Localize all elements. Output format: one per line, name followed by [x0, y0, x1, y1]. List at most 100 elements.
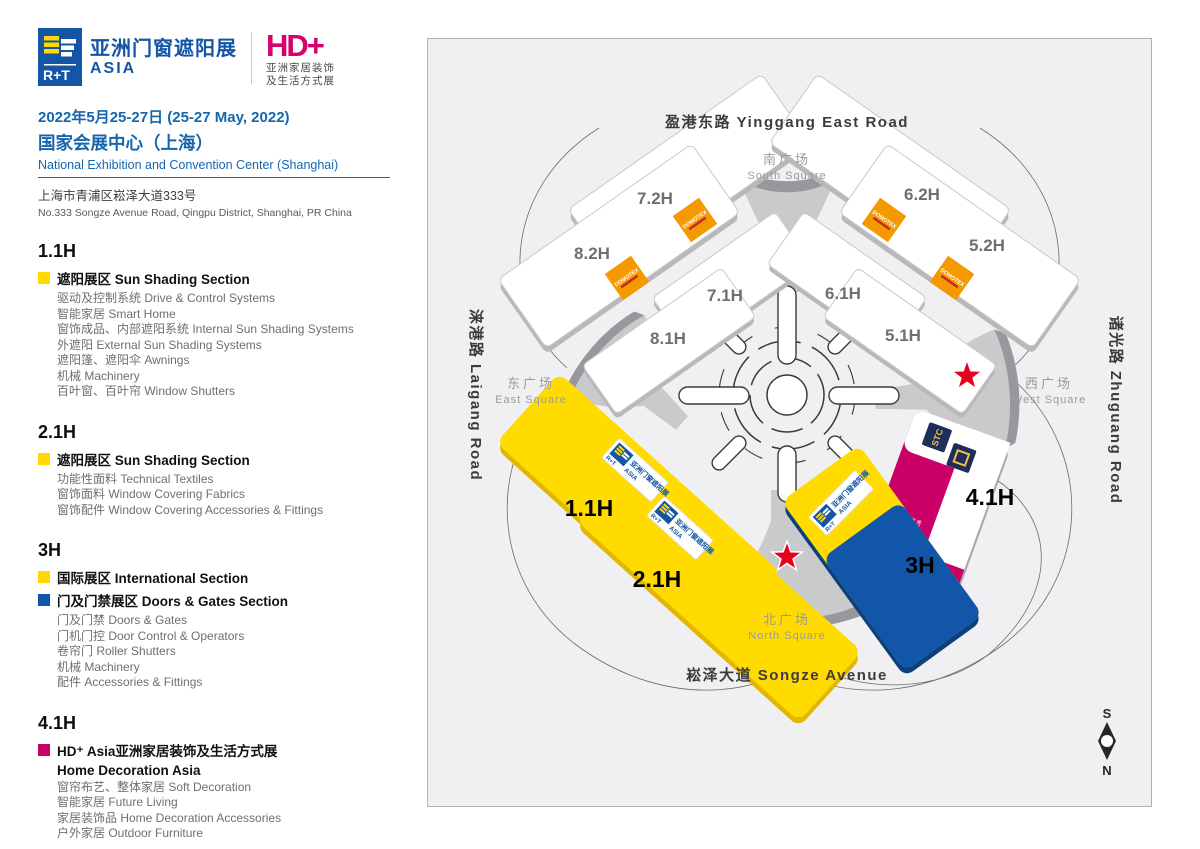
info-panel: R+T 亚洲门窗遮阳展 ASIA HD+ 亚洲家居装饰 及生活方式展 2022年…: [38, 28, 390, 849]
legend-group: HD⁺ Asia亚洲家居装饰及生活方式展 Home Decoration Asi…: [38, 740, 390, 842]
legend-item: 窗饰面料 Window Covering Fabrics: [57, 487, 246, 501]
hall-label-6-1h: 6.1H: [825, 284, 861, 303]
hall-label-2-1h: 2.1H: [633, 566, 682, 592]
window-blinds-icon: R+T: [38, 28, 82, 86]
rt-asia-badge: R+T 亚洲门窗遮阳展 ASIA: [808, 468, 874, 536]
road-label-yinggang: 盈港东路 Yinggang East Road: [664, 113, 909, 131]
hd-plus-mark: HD+: [266, 28, 325, 63]
legend-item: 遮阳篷、遮阳伞 Awnings: [57, 353, 190, 367]
stc-logo: STC: [922, 422, 952, 453]
legend-item: 窗帘布艺、整体家居 Soft Decoration: [57, 779, 252, 794]
hall-label-8-1h: 8.1H: [650, 329, 686, 348]
south-square-label-en: South Square: [747, 170, 826, 182]
yellow-swatch: [38, 452, 50, 465]
hall-label-1-1h: 1.1H: [565, 495, 614, 521]
legend-items: 驱动及控制系统 Drive & Control Systems 智能家居 Sma…: [57, 291, 390, 400]
hall-2-1h: [580, 454, 858, 724]
hd-asia-logo: HD+ 亚洲家居装饰 及生活方式展: [266, 28, 335, 88]
west-square-label-en: West Square: [1012, 394, 1086, 406]
legend-item: 门机门控 Door Control & Operators: [57, 628, 245, 643]
venue-map-svg: HD+ 亚洲家居装饰 及生活方式展 STC R+T 亚洲门: [427, 38, 1152, 807]
venue-map: HD+ 亚洲家居装饰 及生活方式展 STC R+T 亚洲门: [427, 38, 1152, 807]
legend-item: 功能性面料 Technical Textiles: [57, 471, 214, 486]
hall-label-7-2h: 7.2H: [637, 189, 673, 208]
hall-label-4-1h: 4.1H: [966, 484, 1015, 510]
legend-group-subtitle: Home Decoration Asia: [57, 762, 201, 778]
legend-item: 配件 Accessories & Fittings: [57, 675, 203, 689]
house-logo: [946, 443, 977, 473]
south-square-label-cn: 南广场: [763, 152, 811, 167]
legend-item: 机械 Machinery: [57, 368, 140, 383]
hd-subtitle-1: 亚洲家居装饰: [266, 62, 335, 74]
legend-group: 遮阳展区 Sun Shading Section 驱动及控制系统 Drive &…: [38, 268, 390, 400]
compass-south: S: [1103, 706, 1112, 721]
rt-title-cn: 亚洲门窗遮阳展: [90, 38, 237, 60]
legend-hall-4-1h: 4.1H: [38, 712, 77, 733]
legend-items: 门及门禁 Doors & Gates 门机门控 Door Control & O…: [57, 613, 390, 691]
venue-name-cn: 国家会展中心（上海）: [38, 133, 213, 153]
legend-items: 窗帘布艺、整体家居 Soft Decoration 智能家居 Future Li…: [57, 780, 390, 842]
legend-items: 功能性面料 Technical Textiles 窗饰面料 Window Cov…: [57, 472, 390, 519]
hall-label-5-2h: 5.2H: [969, 236, 1005, 255]
legend-group-title: 遮阳展区 Sun Shading Section: [57, 452, 250, 468]
hd-subtitle-2: 及生活方式展: [266, 75, 335, 87]
legend-item: 驱动及控制系统 Drive & Control Systems: [57, 291, 276, 305]
venue-address-cn: 上海市青浦区崧泽大道333号: [38, 189, 197, 203]
legend-hall-3h: 3H: [38, 540, 62, 560]
east-square-label-cn: 东广场: [507, 376, 555, 391]
hall-5-1h: [824, 269, 996, 418]
venue-name-en: National Exhibition and Convention Cente…: [38, 158, 390, 178]
compass-north: N: [1102, 763, 1111, 778]
logo-divider: [251, 32, 252, 84]
visitor-entrance-star-west: [949, 357, 985, 391]
legend-item: 门及门禁 Doors & Gates: [57, 613, 188, 627]
legend-hall-1-1h: 1.1H: [38, 241, 77, 261]
yellow-swatch: [38, 272, 50, 284]
legend-group: 门及门禁展区 Doors & Gates Section 门及门禁 Doors …: [38, 590, 390, 691]
legend-item: 智能家居 Smart Home: [57, 306, 176, 321]
event-date: 2022年5月25-27日 (25-27 May, 2022): [38, 109, 290, 126]
legend-item: 百叶窗、百叶帘 Window Shutters: [57, 384, 236, 398]
compass-icon: S N: [1098, 706, 1116, 778]
rt-asia-logo-icon: R+T: [38, 28, 82, 86]
hall-label-6-2h: 6.2H: [904, 185, 940, 204]
hall-label-5-1h: 5.1H: [885, 326, 921, 345]
legend-group: 遮阳展区 Sun Shading Section 功能性面料 Technical…: [38, 449, 390, 519]
yellow-swatch: [38, 571, 50, 583]
rt-asia-logo-text: 亚洲门窗遮阳展 ASIA: [90, 28, 237, 78]
leaf-outline-bottom-right-inner: [812, 473, 1042, 686]
hall-label-7-1h: 7.1H: [707, 286, 743, 305]
road-label-laigang: 涞港路 Laigang Road: [467, 309, 485, 481]
blue-swatch: [38, 594, 50, 606]
legend-group: 国际展区 International Section: [38, 567, 390, 587]
hall-label-3h: 3H: [905, 552, 934, 578]
domotex-logo: DOMOTEX: [861, 197, 907, 243]
road-label-songze: 崧泽大道 Songze Avenue: [686, 666, 888, 684]
visitor-entrance-star-north: [769, 538, 805, 572]
legend-item: 机械 Machinery: [57, 659, 140, 674]
legend-item: 智能家居 Future Living: [57, 795, 178, 809]
rt-title-en: ASIA: [90, 60, 137, 77]
road-label-zhuguang: 诸光路 Zhuguang Road: [1107, 316, 1125, 505]
legend-hall-2-1h: 2.1H: [38, 421, 77, 442]
domotex-logo: DOMOTEX: [604, 255, 650, 301]
north-square-label-en: North Square: [748, 630, 825, 642]
north-square-label-cn: 北广场: [763, 612, 811, 627]
legend-group-title: HD⁺ Asia亚洲家居装饰及生活方式展: [57, 743, 278, 759]
west-square-label-cn: 西广场: [1025, 376, 1073, 391]
legend-group-title: 遮阳展区 Sun Shading Section: [57, 272, 250, 287]
legend-item: 卷帘门 Roller Shutters: [57, 644, 176, 658]
legend-item: 外遮阳 External Sun Shading Systems: [57, 337, 262, 352]
domotex-logo: DOMOTEX: [929, 255, 975, 301]
hall-label-8-2h: 8.2H: [574, 244, 610, 263]
legend-group-title: 门及门禁展区 Doors & Gates Section: [57, 594, 289, 609]
rt-mark: R+T: [43, 67, 70, 83]
east-square-label-en: East Square: [495, 394, 567, 406]
hall-8-2h: [500, 145, 738, 352]
legend-item: 户外家居 Outdoor Furniture: [57, 826, 204, 840]
domotex-logo: DOMOTEX: [672, 197, 718, 243]
legend-item: 窗饰成品、内部遮阳系统 Internal Sun Shading Systems: [57, 322, 354, 336]
legend-item: 家居装饰品 Home Decoration Accessories: [57, 810, 282, 825]
legend-item: 窗饰配件 Window Covering Accessories & Fitti…: [57, 502, 324, 517]
